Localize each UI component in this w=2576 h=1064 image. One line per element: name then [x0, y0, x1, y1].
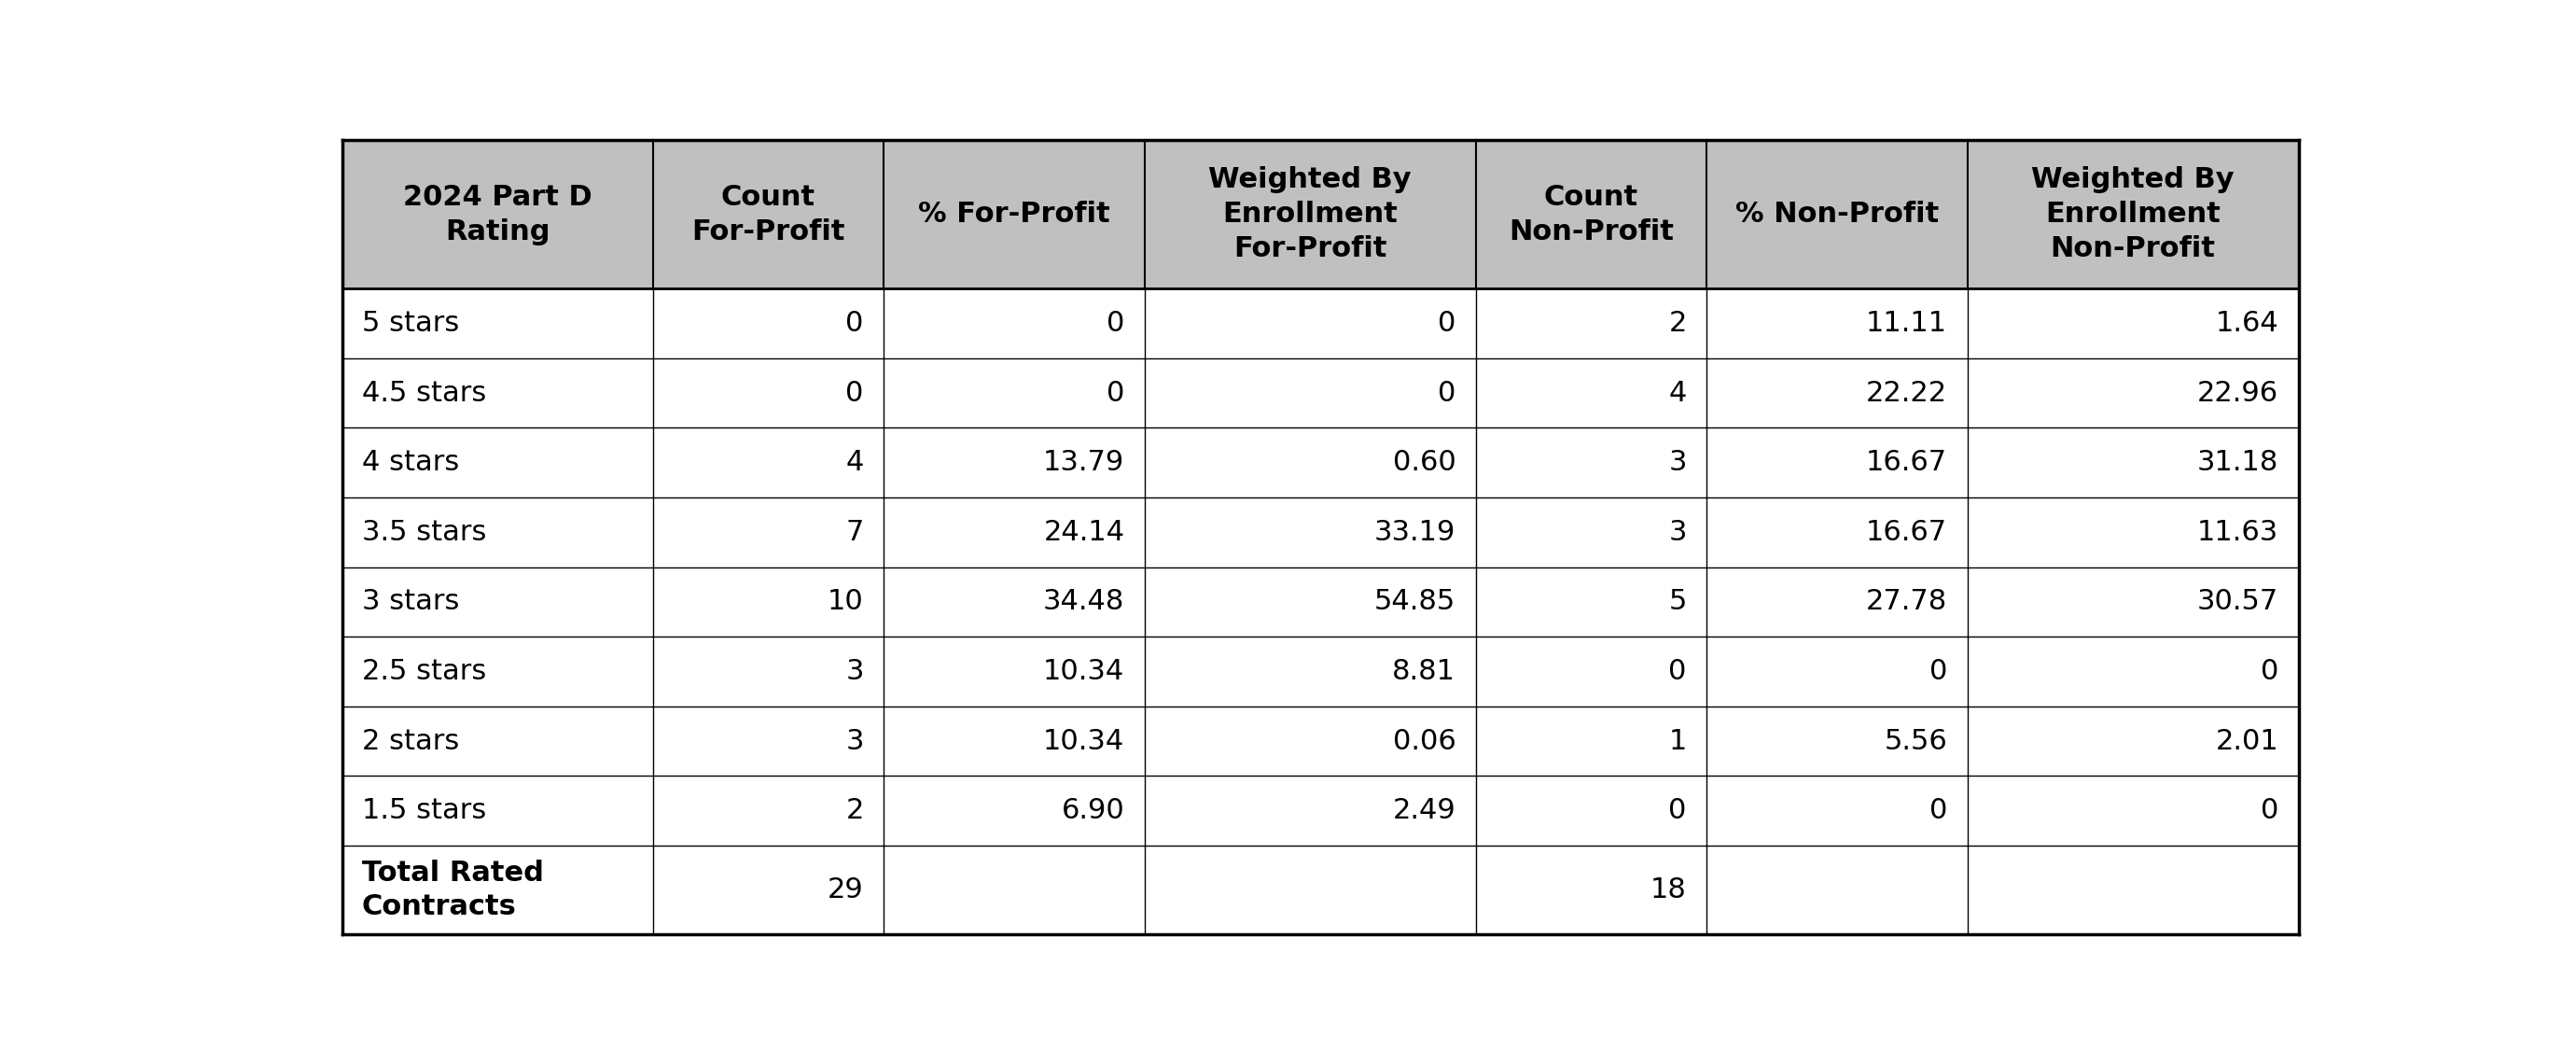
Text: 54.85: 54.85 [1376, 588, 1455, 615]
Bar [343, 428, 2298, 497]
Text: 2.49: 2.49 [1394, 797, 1455, 825]
Text: 22.96: 22.96 [2197, 380, 2277, 406]
Text: 6.90: 6.90 [1061, 797, 1126, 825]
Text: 0: 0 [1437, 380, 1455, 406]
Text: 24.14: 24.14 [1043, 518, 1126, 546]
Text: 8.81: 8.81 [1391, 658, 1455, 685]
Bar [343, 140, 2298, 288]
Text: 11.11: 11.11 [1865, 310, 1947, 337]
Text: 30.57: 30.57 [2197, 588, 2277, 615]
Text: 1.5 stars: 1.5 stars [361, 797, 487, 825]
Text: 16.67: 16.67 [1865, 518, 1947, 546]
Text: 4 stars: 4 stars [361, 449, 459, 476]
Text: 2.01: 2.01 [2215, 728, 2277, 754]
Text: 13.79: 13.79 [1043, 449, 1126, 476]
Text: 10.34: 10.34 [1043, 658, 1126, 685]
Text: 27.78: 27.78 [1865, 588, 1947, 615]
Text: 0: 0 [1929, 797, 1947, 825]
Text: 5 stars: 5 stars [361, 310, 459, 337]
Bar [343, 846, 2298, 934]
Text: 16.67: 16.67 [1865, 449, 1947, 476]
Text: Total Rated
Contracts: Total Rated Contracts [361, 860, 544, 920]
Text: 2.5 stars: 2.5 stars [361, 658, 487, 685]
Text: Weighted By
Enrollment
For-Profit: Weighted By Enrollment For-Profit [1208, 166, 1412, 263]
Text: 34.48: 34.48 [1043, 588, 1126, 615]
Text: 22.22: 22.22 [1865, 380, 1947, 406]
Text: 33.19: 33.19 [1373, 518, 1455, 546]
Text: 0: 0 [845, 310, 863, 337]
Text: 10: 10 [827, 588, 863, 615]
Text: 2: 2 [1669, 310, 1687, 337]
Text: 5.56: 5.56 [1883, 728, 1947, 754]
Text: Weighted By
Enrollment
Non-Profit: Weighted By Enrollment Non-Profit [2032, 166, 2233, 263]
Bar [343, 288, 2298, 359]
Text: 3.5 stars: 3.5 stars [361, 518, 487, 546]
Text: 0: 0 [1108, 380, 1126, 406]
Text: 29: 29 [827, 877, 863, 903]
Text: 2024 Part D
Rating: 2024 Part D Rating [402, 183, 592, 245]
Bar [343, 567, 2298, 636]
Bar [343, 776, 2298, 846]
Text: 0: 0 [1929, 658, 1947, 685]
Text: 4: 4 [845, 449, 863, 476]
Text: 1.64: 1.64 [2215, 310, 2277, 337]
Text: 10.34: 10.34 [1043, 728, 1126, 754]
Text: 1: 1 [1669, 728, 1687, 754]
Bar [343, 636, 2298, 706]
Text: 2 stars: 2 stars [361, 728, 459, 754]
Text: Count
Non-Profit: Count Non-Profit [1510, 183, 1674, 245]
Text: 0: 0 [1669, 658, 1687, 685]
Text: 0: 0 [1108, 310, 1126, 337]
Text: % Non-Profit: % Non-Profit [1736, 201, 1940, 228]
Text: 0.06: 0.06 [1394, 728, 1455, 754]
Text: 0: 0 [2259, 658, 2277, 685]
Text: 18: 18 [1651, 877, 1687, 903]
Text: 3 stars: 3 stars [361, 588, 459, 615]
Text: 7: 7 [845, 518, 863, 546]
Bar [343, 706, 2298, 776]
Text: 0.60: 0.60 [1394, 449, 1455, 476]
Text: 3: 3 [1669, 518, 1687, 546]
Text: 4: 4 [1669, 380, 1687, 406]
Text: % For-Profit: % For-Profit [917, 201, 1110, 228]
Text: 4.5 stars: 4.5 stars [361, 380, 487, 406]
Text: 0: 0 [2259, 797, 2277, 825]
Text: Count
For-Profit: Count For-Profit [690, 183, 845, 245]
Bar [343, 359, 2298, 428]
Text: 0: 0 [1669, 797, 1687, 825]
Text: 0: 0 [1437, 310, 1455, 337]
Text: 0: 0 [845, 380, 863, 406]
Text: 3: 3 [845, 658, 863, 685]
Bar [343, 497, 2298, 567]
Text: 11.63: 11.63 [2197, 518, 2277, 546]
Text: 31.18: 31.18 [2197, 449, 2277, 476]
Text: 3: 3 [1669, 449, 1687, 476]
Text: 2: 2 [845, 797, 863, 825]
Text: 5: 5 [1669, 588, 1687, 615]
Text: 3: 3 [845, 728, 863, 754]
